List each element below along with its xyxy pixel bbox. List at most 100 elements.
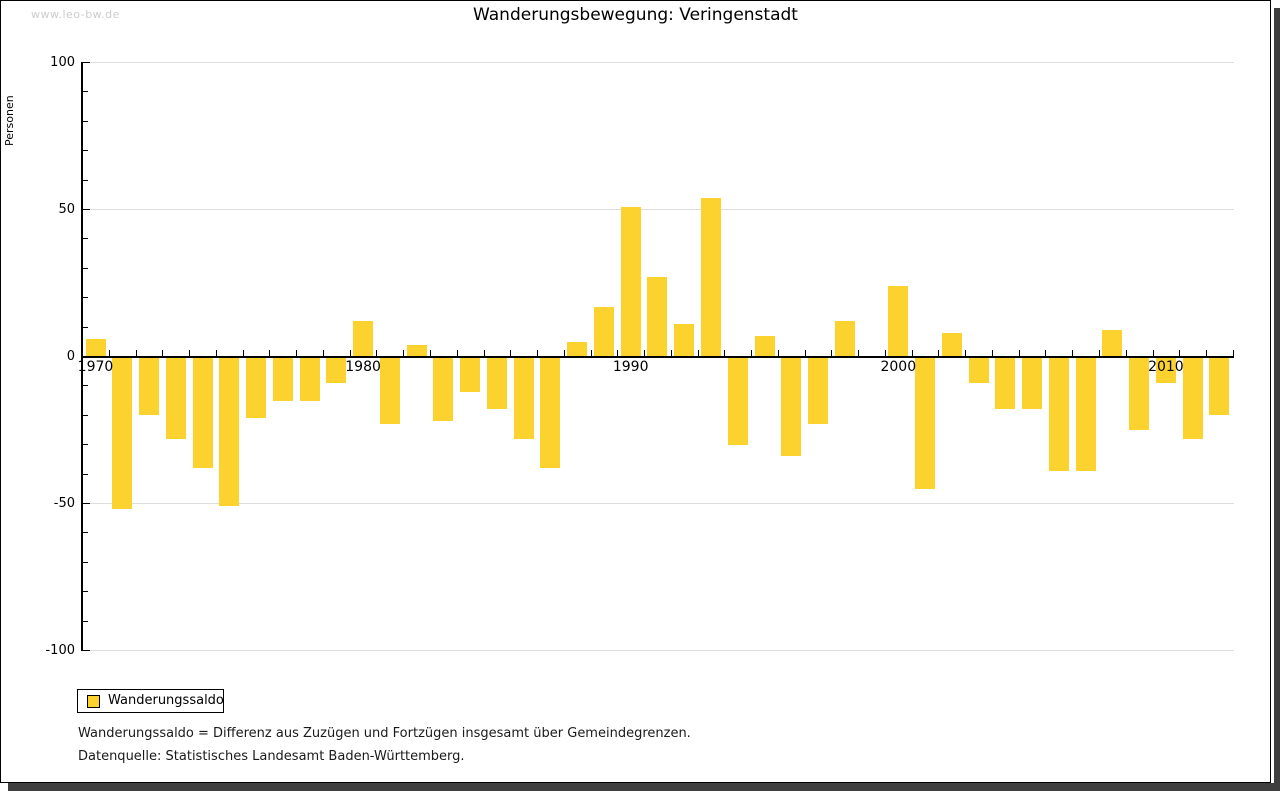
y-tick bbox=[83, 503, 90, 504]
frame-shadow-bottom bbox=[8, 783, 1280, 791]
bar bbox=[299, 356, 320, 401]
x-tick bbox=[1206, 350, 1208, 356]
bar bbox=[1182, 356, 1203, 439]
bar bbox=[941, 332, 962, 357]
y-tick bbox=[83, 650, 90, 651]
x-tick bbox=[349, 350, 351, 356]
y-tick bbox=[83, 209, 90, 210]
bar bbox=[486, 356, 507, 410]
bar bbox=[567, 341, 588, 357]
x-tick bbox=[135, 350, 137, 356]
y-tick bbox=[83, 179, 88, 181]
x-tick-label: 2010 bbox=[1148, 358, 1184, 375]
x-tick bbox=[296, 350, 298, 356]
x-tick bbox=[108, 350, 110, 356]
y-tick bbox=[83, 91, 88, 93]
x-tick bbox=[670, 350, 672, 356]
bar bbox=[246, 356, 267, 419]
x-tick bbox=[1125, 350, 1127, 356]
x-tick bbox=[938, 350, 940, 356]
x-tick bbox=[376, 350, 378, 356]
legend-swatch bbox=[87, 695, 100, 708]
y-tick bbox=[83, 414, 88, 416]
y-tick bbox=[83, 591, 88, 593]
x-tick bbox=[537, 350, 539, 356]
bar bbox=[1075, 356, 1096, 472]
x-tick bbox=[1232, 350, 1234, 356]
gridline bbox=[82, 62, 1234, 63]
x-tick bbox=[563, 350, 565, 356]
x-tick bbox=[1018, 350, 1020, 356]
plot-area: 100 50 0 -50 -100 1970 1980 1990 2000 2010 bbox=[1, 1, 1270, 782]
x-tick-label: 1980 bbox=[345, 358, 381, 375]
x-tick bbox=[831, 350, 833, 356]
x-tick bbox=[751, 350, 753, 356]
y-tick-label: -50 bbox=[53, 495, 75, 511]
bar bbox=[219, 356, 240, 507]
y-tick bbox=[83, 356, 90, 357]
x-tick bbox=[430, 350, 431, 356]
x-tick bbox=[1152, 350, 1154, 356]
x-tick-label: 1970 bbox=[77, 358, 114, 375]
y-tick bbox=[83, 326, 88, 328]
x-tick-label: 2000 bbox=[880, 358, 917, 375]
bar bbox=[139, 356, 160, 416]
frame-shadow-right bbox=[1274, 8, 1280, 791]
y-tick bbox=[83, 561, 88, 563]
x-tick bbox=[162, 350, 164, 356]
legend: Wanderungssaldo bbox=[77, 689, 224, 713]
y-tick bbox=[83, 444, 88, 446]
bar bbox=[460, 356, 481, 392]
gridline bbox=[82, 503, 1234, 504]
bar bbox=[915, 356, 936, 489]
bar bbox=[379, 356, 400, 425]
bar bbox=[620, 206, 641, 357]
y-tick bbox=[83, 120, 88, 122]
bar bbox=[674, 324, 695, 357]
bar bbox=[406, 344, 427, 357]
x-tick bbox=[1072, 350, 1074, 356]
y-tick-label: 0 bbox=[66, 348, 75, 364]
x-tick bbox=[617, 350, 619, 356]
bar bbox=[727, 356, 748, 445]
bar bbox=[593, 306, 614, 357]
x-tick bbox=[644, 350, 646, 356]
bar bbox=[808, 356, 829, 425]
bar bbox=[647, 277, 668, 357]
x-tick bbox=[403, 350, 405, 356]
x-tick bbox=[269, 350, 271, 356]
bar bbox=[1102, 330, 1123, 357]
bar bbox=[1129, 356, 1150, 430]
x-tick bbox=[777, 350, 779, 356]
bar bbox=[700, 197, 721, 357]
bar bbox=[1022, 356, 1043, 410]
x-axis-line bbox=[81, 355, 1234, 358]
bar bbox=[192, 356, 213, 469]
y-tick-label: 50 bbox=[58, 201, 75, 217]
x-tick bbox=[189, 350, 191, 356]
bar bbox=[968, 356, 989, 383]
watermark: www.leo-bw.de bbox=[31, 8, 120, 21]
y-tick bbox=[83, 385, 88, 387]
x-tick bbox=[965, 350, 967, 356]
bar bbox=[754, 335, 775, 357]
bar bbox=[85, 338, 106, 357]
y-tick bbox=[83, 473, 88, 475]
bar bbox=[112, 356, 133, 510]
y-tick bbox=[83, 532, 88, 534]
bar bbox=[433, 356, 454, 422]
x-tick bbox=[911, 350, 913, 356]
bar bbox=[1209, 356, 1230, 416]
x-tick bbox=[1045, 350, 1047, 356]
bar bbox=[781, 356, 802, 457]
x-tick bbox=[697, 350, 699, 356]
x-tick bbox=[858, 350, 860, 356]
x-tick bbox=[456, 350, 458, 356]
footnote-source: Datenquelle: Statistisches Landesamt Bad… bbox=[78, 749, 465, 764]
x-tick-label: 1990 bbox=[612, 358, 649, 375]
x-tick bbox=[991, 350, 993, 356]
legend-label: Wanderungssaldo bbox=[108, 693, 224, 708]
gridline bbox=[82, 209, 1234, 210]
